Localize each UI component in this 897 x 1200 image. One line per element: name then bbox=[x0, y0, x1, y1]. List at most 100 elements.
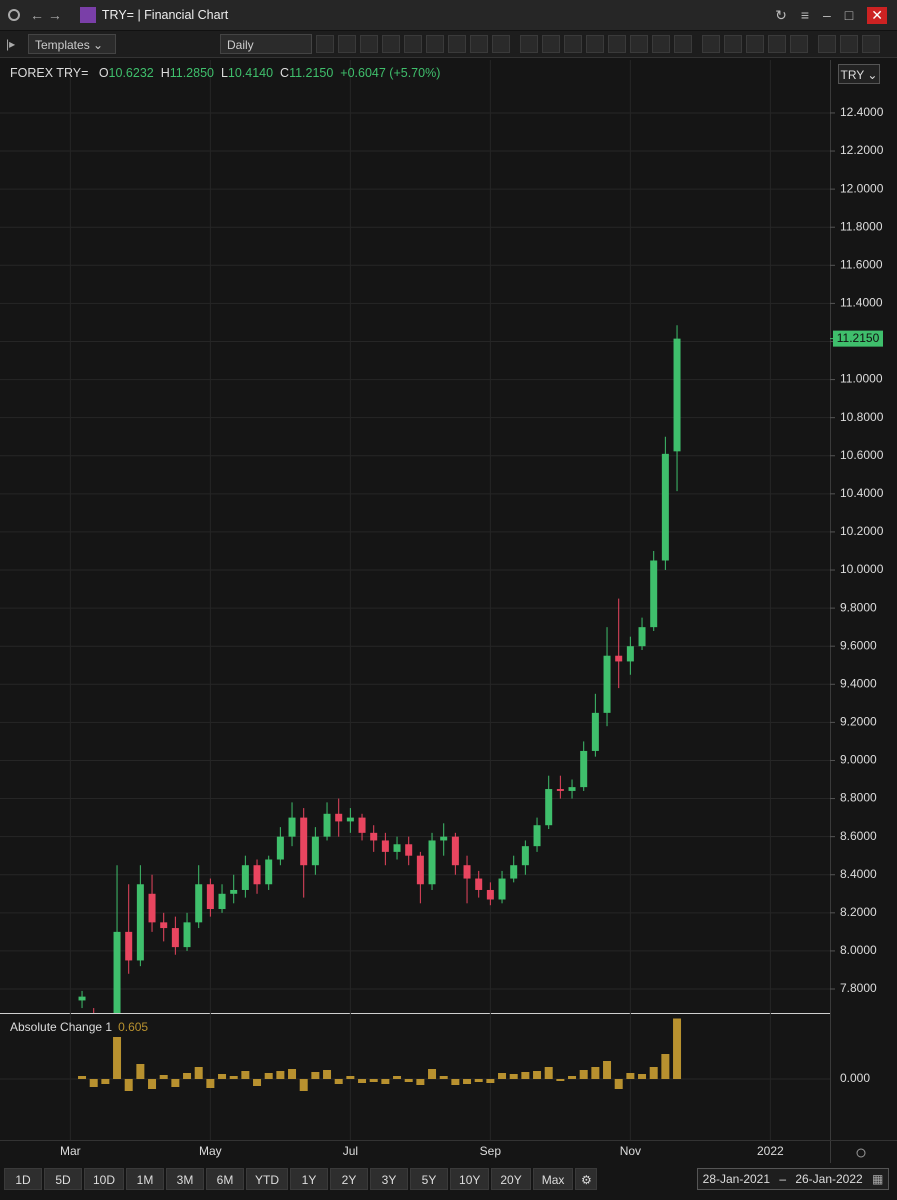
currency-dropdown[interactable]: TRY ⌄ bbox=[838, 64, 880, 84]
y-tick-label: 11.8000 bbox=[840, 219, 883, 233]
range-button[interactable]: 3M bbox=[166, 1168, 205, 1190]
range-settings[interactable]: ⚙ bbox=[575, 1168, 598, 1190]
indicator-bar bbox=[78, 1076, 87, 1079]
tool-icon[interactable] bbox=[316, 35, 334, 53]
candle-body bbox=[323, 813, 331, 837]
candle-body bbox=[486, 889, 494, 900]
tool-icon[interactable] bbox=[724, 35, 742, 53]
candle-body bbox=[463, 865, 471, 879]
tool-icon[interactable] bbox=[382, 35, 400, 53]
tool-icon[interactable] bbox=[360, 35, 378, 53]
indicator-bar bbox=[509, 1074, 518, 1079]
indicator-bar bbox=[463, 1079, 472, 1084]
range-button[interactable]: 2Y bbox=[330, 1168, 369, 1190]
y-tick-label: 8.2000 bbox=[840, 905, 877, 919]
indicator-bar bbox=[638, 1074, 647, 1079]
tool-icon[interactable] bbox=[702, 35, 720, 53]
y-tick-label: 9.8000 bbox=[840, 600, 877, 614]
tool-icon[interactable] bbox=[818, 35, 836, 53]
range-button[interactable]: 20Y bbox=[491, 1168, 531, 1190]
link-icon[interactable] bbox=[8, 9, 20, 21]
y-tick-label: 8.6000 bbox=[840, 829, 877, 843]
menu[interactable]: ≡ bbox=[800, 6, 809, 23]
range-button[interactable]: 10Y bbox=[450, 1168, 490, 1190]
candle-body bbox=[556, 789, 564, 791]
candle-body bbox=[568, 787, 576, 791]
date-from: 28-Jan-2021 bbox=[702, 1172, 771, 1186]
maximize[interactable]: □ bbox=[844, 6, 854, 23]
tool-icon[interactable] bbox=[608, 35, 626, 53]
indicator-bar bbox=[194, 1067, 203, 1079]
interval-dropdown[interactable]: Daily bbox=[220, 34, 312, 54]
y-tick-label: 9.6000 bbox=[840, 638, 877, 652]
tool-icon[interactable] bbox=[492, 35, 510, 53]
range-button[interactable]: 1Y bbox=[290, 1168, 329, 1190]
indicator-bar bbox=[148, 1079, 157, 1089]
y-tick-label: 8.4000 bbox=[840, 867, 877, 881]
indicator-tick-label: 0.000 bbox=[840, 1071, 870, 1085]
candle-body bbox=[673, 338, 681, 452]
low-value: 10.4140 bbox=[227, 66, 274, 80]
y-tick-label: 8.0000 bbox=[840, 943, 877, 957]
range-button[interactable]: 1M bbox=[126, 1168, 165, 1190]
candle-body bbox=[545, 789, 553, 826]
calendar-icon[interactable]: ▦ bbox=[872, 1172, 884, 1186]
tool-icon[interactable] bbox=[768, 35, 786, 53]
templates-dropdown[interactable]: Templates ⌄ bbox=[28, 34, 116, 54]
indicator-bar bbox=[159, 1075, 168, 1079]
y-tick-label: 12.0000 bbox=[840, 181, 884, 195]
window-controls[interactable]: ↻ ≡ – □ ✕ bbox=[775, 6, 897, 24]
range-button[interactable]: 10D bbox=[84, 1168, 125, 1190]
candle-body bbox=[381, 840, 389, 852]
tool-icon[interactable] bbox=[448, 35, 466, 53]
date-separator: – bbox=[779, 1172, 787, 1186]
indicator-bar bbox=[334, 1079, 343, 1084]
tool-icon[interactable] bbox=[862, 35, 880, 53]
tool-icon[interactable] bbox=[652, 35, 670, 53]
toolbar: |▸ Templates ⌄ Daily bbox=[0, 31, 897, 58]
nav-arrows[interactable]: ← → bbox=[30, 7, 62, 23]
sidebar-toggle[interactable]: |▸ bbox=[6, 37, 16, 51]
y-tick-label: 10.2000 bbox=[840, 524, 884, 538]
date-range[interactable]: 28-Jan-2021 – 26-Jan-2022 ▦ bbox=[697, 1168, 889, 1190]
tool-icon[interactable] bbox=[630, 35, 648, 53]
candle-body bbox=[498, 878, 506, 900]
range-button[interactable]: 3Y bbox=[370, 1168, 409, 1190]
settings-icon[interactable] bbox=[856, 1148, 866, 1158]
tool-icon[interactable] bbox=[520, 35, 538, 53]
tool-icon[interactable] bbox=[674, 35, 692, 53]
indicator-bar bbox=[229, 1076, 238, 1079]
tool-icon[interactable] bbox=[840, 35, 858, 53]
range-button[interactable]: 5Y bbox=[410, 1168, 449, 1190]
indicator-bar bbox=[311, 1072, 320, 1079]
range-button[interactable]: 1D bbox=[4, 1168, 42, 1190]
range-button[interactable]: 5D bbox=[44, 1168, 82, 1190]
tool-icon[interactable] bbox=[470, 35, 488, 53]
indicator-bar bbox=[661, 1054, 670, 1079]
indicator-bar bbox=[358, 1079, 367, 1083]
candle-body bbox=[638, 627, 646, 647]
tool-icon[interactable] bbox=[564, 35, 582, 53]
range-button[interactable]: Max bbox=[532, 1168, 574, 1190]
candle-body bbox=[288, 817, 296, 837]
candle-body bbox=[160, 922, 168, 929]
refresh[interactable]: ↻ bbox=[775, 6, 787, 23]
candles bbox=[78, 325, 681, 1013]
tool-icons bbox=[316, 35, 884, 53]
close[interactable]: ✕ bbox=[867, 6, 887, 24]
range-button[interactable]: 6M bbox=[206, 1168, 245, 1190]
candle-body bbox=[335, 813, 343, 822]
tool-icon[interactable] bbox=[426, 35, 444, 53]
tool-icon[interactable] bbox=[790, 35, 808, 53]
range-button[interactable]: YTD bbox=[246, 1168, 289, 1190]
plot-background bbox=[0, 60, 897, 1163]
tool-icon[interactable] bbox=[586, 35, 604, 53]
tool-icon[interactable] bbox=[542, 35, 560, 53]
tool-icon[interactable] bbox=[404, 35, 422, 53]
indicator-bar bbox=[276, 1071, 285, 1079]
tool-icon[interactable] bbox=[338, 35, 356, 53]
indicator-bar bbox=[264, 1073, 273, 1079]
minimize[interactable]: – bbox=[823, 6, 831, 23]
tool-icon[interactable] bbox=[746, 35, 764, 53]
